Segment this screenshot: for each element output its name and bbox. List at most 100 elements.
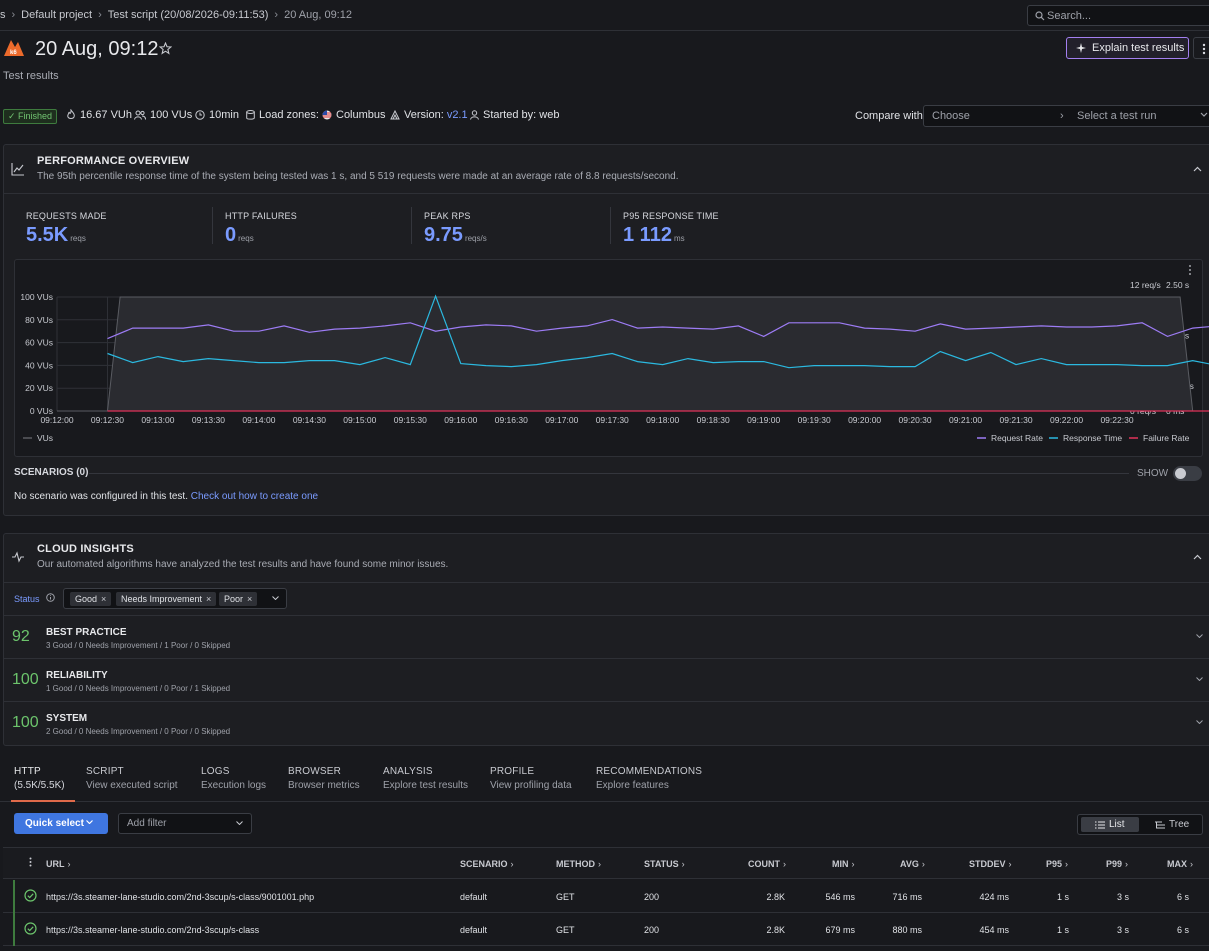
remove-chip-icon[interactable]: × bbox=[101, 594, 107, 604]
x-axis-tick: 09:18:00 bbox=[646, 415, 679, 425]
search-icon bbox=[1035, 11, 1045, 21]
insight-name: BEST PRACTICE bbox=[46, 627, 127, 638]
remove-chip-icon[interactable]: × bbox=[247, 594, 253, 604]
sparkle-icon bbox=[1076, 43, 1087, 54]
test-run-select[interactable]: Select a test run bbox=[1077, 110, 1157, 122]
column-header-url[interactable]: URL › bbox=[46, 859, 71, 869]
quick-select-label: Quick select bbox=[25, 818, 84, 829]
scenarios-title: SCENARIOS (0) bbox=[14, 467, 89, 478]
insight-row-best-practice[interactable]: 92 BEST PRACTICE 3 Good / 0 Needs Improv… bbox=[3, 615, 1209, 659]
insight-summary: 2 Good / 0 Needs Improvement / 0 Poor / … bbox=[46, 727, 231, 736]
performance-description: The 95th percentile response time of the… bbox=[37, 171, 679, 182]
tab-label: LOGS bbox=[201, 766, 230, 777]
table-row[interactable]: https://3s.steamer-lane-studio.com/2nd-3… bbox=[3, 913, 1209, 946]
tab-recommendations[interactable]: RECOMMENDATIONS Explore features bbox=[596, 766, 702, 791]
insight-row-system[interactable]: 100 SYSTEM 2 Good / 0 Needs Improvement … bbox=[3, 701, 1209, 745]
choose-select[interactable]: Choose bbox=[932, 110, 970, 122]
us-flag-icon bbox=[322, 110, 332, 120]
status-filter-select[interactable]: Good × Needs Improvement × Poor × bbox=[63, 588, 287, 609]
column-header-count[interactable]: COUNT › bbox=[748, 859, 786, 869]
column-header-label: STDDEV bbox=[969, 859, 1006, 869]
cell-status: 200 bbox=[644, 925, 660, 935]
version-link[interactable]: v2.1 bbox=[446, 109, 468, 121]
breadcrumb-item[interactable]: Default project bbox=[21, 9, 93, 21]
explain-test-results-button[interactable]: Explain test results bbox=[1066, 37, 1189, 59]
scenarios-divider bbox=[89, 473, 1129, 474]
insights-description: Our automated algorithms have analyzed t… bbox=[37, 559, 449, 570]
tree-view-button[interactable]: Tree bbox=[1141, 817, 1199, 832]
create-scenario-link[interactable]: Check out how to create one bbox=[190, 491, 319, 502]
search-placeholder: Search... bbox=[1047, 10, 1092, 22]
column-header-max[interactable]: MAX › bbox=[1167, 859, 1193, 869]
cell-url[interactable]: https://3s.steamer-lane-studio.com/2nd-3… bbox=[46, 925, 260, 935]
tab-http[interactable]: HTTP (5.5K/5.5K) bbox=[14, 766, 65, 791]
cell-url[interactable]: https://3s.steamer-lane-studio.com/2nd-3… bbox=[46, 892, 315, 902]
duration-value: 10min bbox=[209, 109, 239, 121]
filter-chip-poor[interactable]: Poor × bbox=[219, 592, 258, 606]
column-header-p99[interactable]: P99 › bbox=[1106, 859, 1129, 869]
column-header-p95[interactable]: P95 › bbox=[1046, 859, 1069, 869]
tab-analysis[interactable]: ANALYSIS Explore test results bbox=[383, 766, 468, 791]
panel-divider bbox=[4, 193, 1209, 194]
list-view-button[interactable]: List bbox=[1081, 817, 1139, 832]
show-scenarios-toggle[interactable] bbox=[1173, 466, 1202, 481]
status-filter-label: Status bbox=[14, 594, 40, 604]
add-filter-select[interactable]: Add filter bbox=[118, 813, 252, 834]
breadcrumb: s › Default project › Test script (20/08/202… bbox=[0, 9, 352, 21]
x-axis-tick: 09:16:00 bbox=[444, 415, 477, 425]
stat-label: PEAK RPS bbox=[424, 211, 471, 221]
compare-label: Compare with bbox=[855, 110, 923, 122]
stat-value: 5.5K bbox=[26, 224, 69, 246]
page-subtitle: Test results bbox=[3, 70, 59, 82]
column-header-min[interactable]: MIN › bbox=[832, 859, 855, 869]
y-axis-left-tick: 0 VUs bbox=[30, 406, 53, 416]
search-input[interactable]: Search... bbox=[1027, 5, 1209, 26]
table-row[interactable]: https://3s.steamer-lane-studio.com/2nd-3… bbox=[3, 880, 1209, 913]
compare-select[interactable]: Choose › Select a test run bbox=[923, 105, 1209, 127]
check-circle-icon bbox=[24, 889, 37, 902]
x-axis-tick: 09:13:30 bbox=[192, 415, 225, 425]
performance-chart: 0 VUs 20 VUs 40 VUs 60 VUs 80 VUs 100 VUs 09:1… bbox=[20, 265, 1209, 443]
stat-value: 1 112 bbox=[623, 224, 672, 246]
remove-chip-icon[interactable]: × bbox=[206, 594, 212, 604]
stat-label: P95 RESPONSE TIME bbox=[623, 211, 719, 221]
collapse-chevron-icon[interactable] bbox=[1193, 166, 1202, 172]
info-icon[interactable] bbox=[46, 593, 55, 602]
collapse-chevron-icon[interactable] bbox=[1193, 554, 1202, 560]
column-header-scenario[interactable]: SCENARIO › bbox=[460, 859, 514, 869]
breadcrumb-item[interactable]: Test script (20/08/2026-09:11:53) bbox=[107, 9, 269, 21]
tab-logs[interactable]: LOGS Execution logs bbox=[201, 766, 266, 791]
insight-name: SYSTEM bbox=[46, 713, 88, 724]
column-header-avg[interactable]: AVG › bbox=[900, 859, 925, 869]
filter-chip-good[interactable]: Good × bbox=[70, 592, 112, 606]
column-header-status[interactable]: STATUS › bbox=[644, 859, 685, 869]
cell-status: 200 bbox=[644, 892, 660, 902]
column-header-label: COUNT bbox=[748, 859, 780, 869]
chip-label: Needs Improvement bbox=[121, 594, 203, 604]
request-rate-line bbox=[107, 318, 1209, 340]
explain-button-label: Explain test results bbox=[1092, 42, 1185, 54]
column-options-icon[interactable] bbox=[29, 857, 32, 867]
stat-p95-response-time: P95 RESPONSE TIME 1 112 ms bbox=[623, 211, 719, 247]
chevron-right-icon: › bbox=[1060, 110, 1064, 122]
filter-chip-needs-improvement[interactable]: Needs Improvement × bbox=[116, 592, 217, 606]
favorite-star-icon[interactable] bbox=[159, 42, 172, 55]
column-header-method[interactable]: METHOD › bbox=[556, 859, 601, 869]
tab-script[interactable]: SCRIPT View executed script bbox=[86, 766, 178, 791]
insight-score: 92 bbox=[12, 628, 30, 645]
top-bar: s › Default project › Test script (20/08/202… bbox=[0, 0, 1209, 31]
list-icon bbox=[1095, 821, 1105, 829]
breadcrumb-item[interactable]: s bbox=[0, 9, 6, 21]
tab-browser[interactable]: BROWSER Browser metrics bbox=[288, 766, 360, 791]
tab-profile[interactable]: PROFILE View profiling data bbox=[490, 766, 572, 791]
stat-unit: ms bbox=[673, 234, 685, 243]
breadcrumb-separator: › bbox=[98, 9, 102, 21]
quick-select-button[interactable]: Quick select bbox=[14, 813, 108, 834]
stat-divider bbox=[212, 207, 213, 244]
insight-row-reliability[interactable]: 100 RELIABILITY 1 Good / 0 Needs Improve… bbox=[3, 658, 1209, 702]
y-axis-right-rps-tick: 12 req/s bbox=[1130, 280, 1161, 290]
stat-http-failures: HTTP FAILURES 0 reqs bbox=[225, 211, 297, 247]
response-time-line bbox=[107, 294, 1209, 369]
more-options-button[interactable] bbox=[1193, 37, 1209, 59]
column-header-stddev[interactable]: STDDEV › bbox=[969, 859, 1012, 869]
